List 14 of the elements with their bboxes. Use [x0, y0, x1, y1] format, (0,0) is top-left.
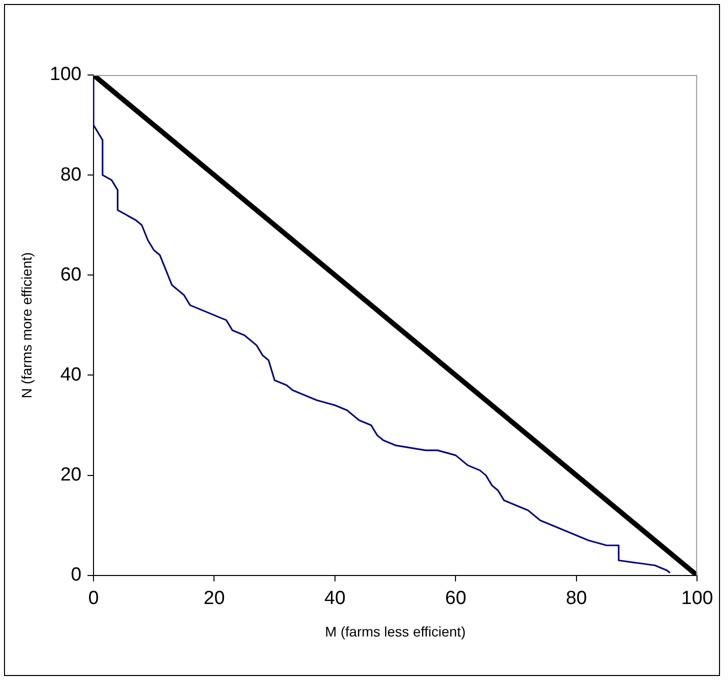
x-tick-label: 20 — [204, 588, 225, 610]
x-tick-label: 100 — [681, 588, 713, 610]
y-axis-title: N (farms more efficient) — [18, 252, 34, 398]
y-tick-label: 100 — [50, 64, 82, 86]
x-tick-label: 40 — [324, 588, 346, 610]
x-tick-label: 60 — [445, 588, 466, 610]
x-tick-label: 0 — [88, 588, 99, 610]
x-tick-label: 80 — [566, 588, 587, 610]
y-tick-label: 0 — [70, 564, 82, 586]
x-axis-title: M (farms less efficient) — [325, 623, 466, 640]
y-tick-label: 20 — [60, 464, 82, 486]
y-tick-label: 40 — [60, 364, 82, 386]
y-tick-label: 80 — [60, 164, 82, 186]
y-tick-label: 60 — [60, 264, 82, 286]
